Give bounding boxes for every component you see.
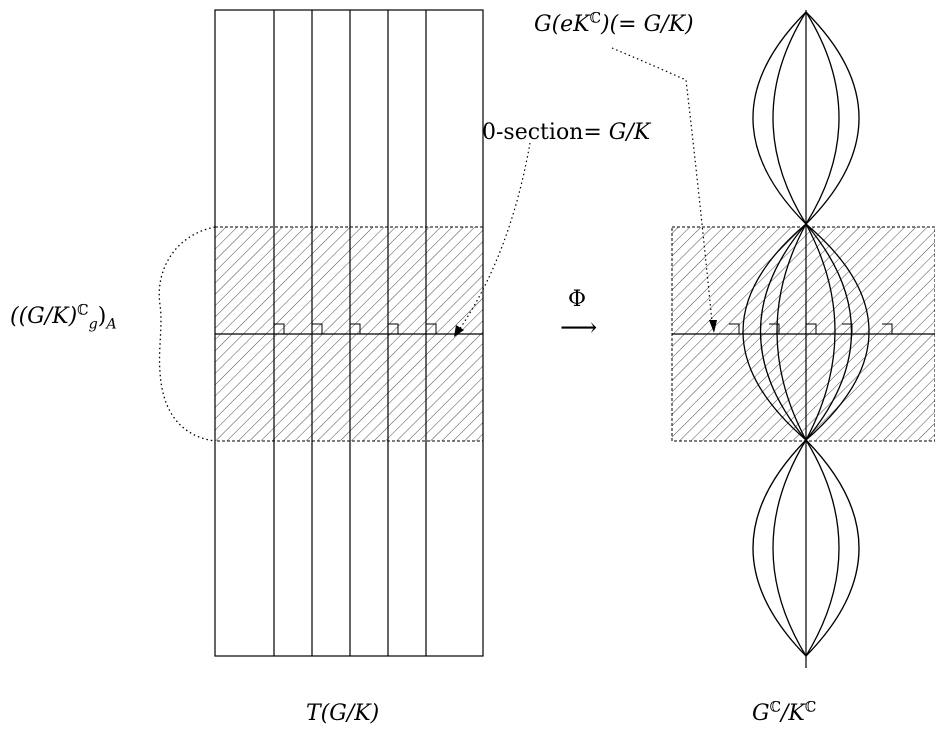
zero-section-prefix: 0-section= (482, 120, 602, 145)
complexification-sup1: ℂ (769, 699, 781, 716)
orbit-sup: ℂ (589, 10, 602, 27)
complexification-mid: /K (780, 701, 805, 726)
tangent-bundle-text: T(G/K) (306, 701, 380, 726)
tube-domain-sub2: A (106, 316, 117, 333)
arrow-glyph: ⟶ (560, 313, 598, 343)
orbit-label: G(eKℂ)(= G/K) (534, 10, 694, 37)
orbit-post: )(= G/K) (601, 12, 694, 37)
tangent-bundle-label: T(G/K) (306, 703, 379, 725)
complexification-label: Gℂ/Kℂ (752, 699, 817, 726)
tube-domain-label: ((G/K)ℂg)A (10, 302, 117, 332)
complexification-G: G (752, 701, 770, 726)
zero-section-value: G/K (608, 120, 651, 145)
right-angle-marks-left (274, 323, 437, 334)
orbit-pre: G(eK (534, 12, 590, 37)
orbit-arrowhead (709, 320, 717, 333)
phi-label: Φ (568, 287, 587, 312)
map-arrow: ⟶ (560, 315, 597, 341)
tube-domain-sup: ℂ (77, 302, 89, 319)
tube-domain-main: ((G/K) (10, 304, 78, 329)
orbit-pointer (611, 47, 713, 323)
tube-domain-sub: g (88, 316, 98, 333)
complexification-sup2: ℂ (804, 699, 817, 716)
right-angle-marks-right (729, 323, 893, 334)
tube-domain-tail: ) (97, 304, 107, 329)
tangent-bundle-frame (214, 9, 484, 657)
lens-bottom (752, 438, 860, 658)
zero-section-label: 0-section= G/K (482, 122, 650, 144)
zero-section-pointer (458, 142, 531, 331)
dotted-brace (158, 226, 216, 442)
map-symbol: Φ (568, 289, 586, 311)
zero-section-arrowhead (454, 325, 464, 337)
